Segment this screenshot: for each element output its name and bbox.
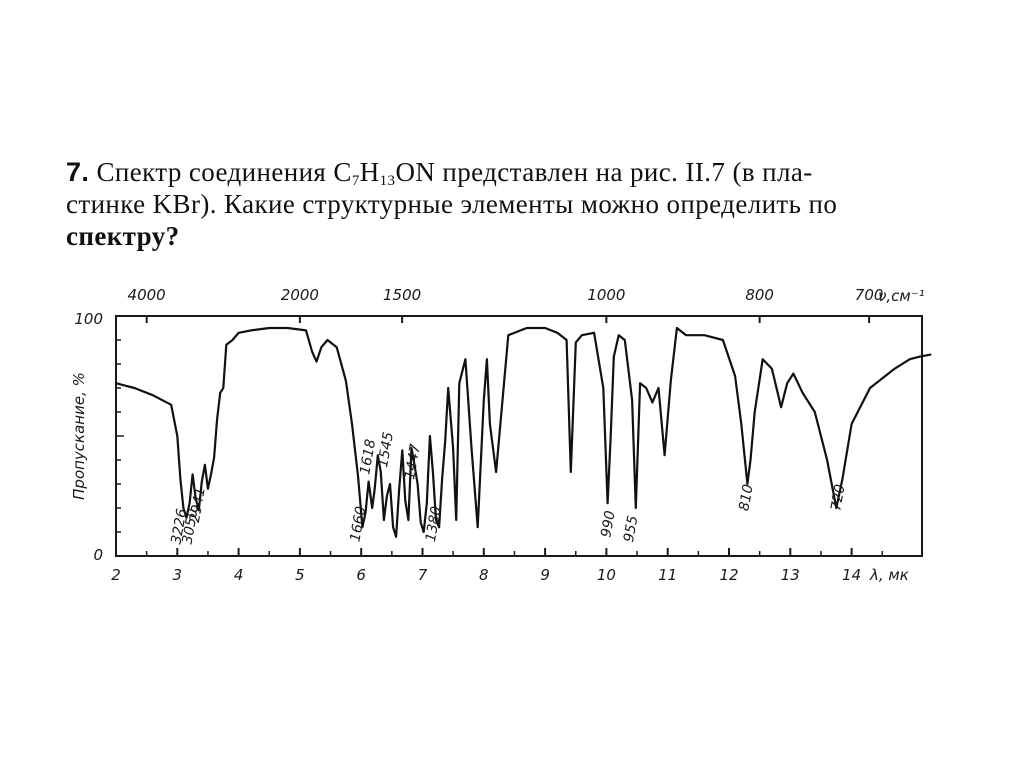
y-tick-100: 100 <box>74 310 103 328</box>
peak-label: 810 <box>736 483 756 512</box>
problem-text-2: H <box>359 157 380 187</box>
peak-label: 1660 <box>347 505 369 543</box>
bottom-tick-label: 6 <box>356 566 366 584</box>
top-tick-label: 4000 <box>128 286 166 304</box>
bottom-tick-label: 4 <box>234 566 244 584</box>
x-bottom-label: λ, мк <box>869 566 909 584</box>
bottom-tick-label: 11 <box>658 566 677 584</box>
problem-statement: 7. Спектр соединения C7H13ON представлен… <box>66 156 996 252</box>
bottom-tick-label: 3 <box>173 566 183 584</box>
peak-label: 2941 <box>187 486 209 524</box>
peak-label: 955 <box>621 514 641 543</box>
problem-line-1: 7. Спектр соединения C7H13ON представлен… <box>66 156 996 189</box>
problem-text-1: Спектр соединения C <box>96 157 352 187</box>
peak-label: 1447 <box>402 443 424 481</box>
bottom-tick-label: 14 <box>842 566 861 584</box>
problem-line-2: стинке KBr). Какие структурные элементы … <box>66 189 838 219</box>
top-axis-ticks: 4000 2000 1500 1000 800 700 <box>116 286 884 557</box>
formula-sub-7: 7 <box>351 173 360 189</box>
peak-label: 1380 <box>423 505 445 543</box>
spectrum-line <box>115 326 932 538</box>
top-tick-label: 1500 <box>383 286 421 304</box>
x-top-label: ν,см⁻¹ <box>878 287 925 305</box>
bottom-tick-label: 8 <box>479 566 489 584</box>
plot-frame <box>115 315 923 557</box>
top-tick-label: 700 <box>855 286 884 304</box>
top-tick-label: 800 <box>745 286 774 304</box>
bottom-tick-label: 7 <box>418 566 428 584</box>
peak-label: 720 <box>828 483 848 512</box>
y-tick-0: 0 <box>93 546 103 564</box>
problem-number: 7. <box>66 157 90 187</box>
peak-label: 3050 <box>180 507 202 545</box>
problem-text-3: ON представлен на рис. II.7 (в пла- <box>395 157 813 187</box>
bottom-tick-label: 13 <box>781 566 800 584</box>
bottom-tick-label: 2 <box>111 566 121 584</box>
problem-line-3: спектру? <box>66 221 180 251</box>
peak-label: 3226 <box>168 507 190 545</box>
top-tick-label: 1000 <box>587 286 625 304</box>
bottom-tick-label: 10 <box>597 566 616 584</box>
formula-sub-13: 13 <box>379 173 396 189</box>
peak-label: 1545 <box>375 431 397 469</box>
y-axis-label: Пропускание, % <box>70 372 88 500</box>
bottom-tick-label: 9 <box>540 566 550 584</box>
bottom-tick-label: 5 <box>295 566 305 584</box>
bottom-tick-label: 12 <box>719 566 738 584</box>
peak-label: 1618 <box>357 438 379 476</box>
peak-label: 990 <box>598 509 618 538</box>
top-tick-label: 2000 <box>281 286 319 304</box>
bottom-axis-ticks: 2 3 4 5 6 7 8 9 10 11 12 13 14 <box>111 548 883 584</box>
